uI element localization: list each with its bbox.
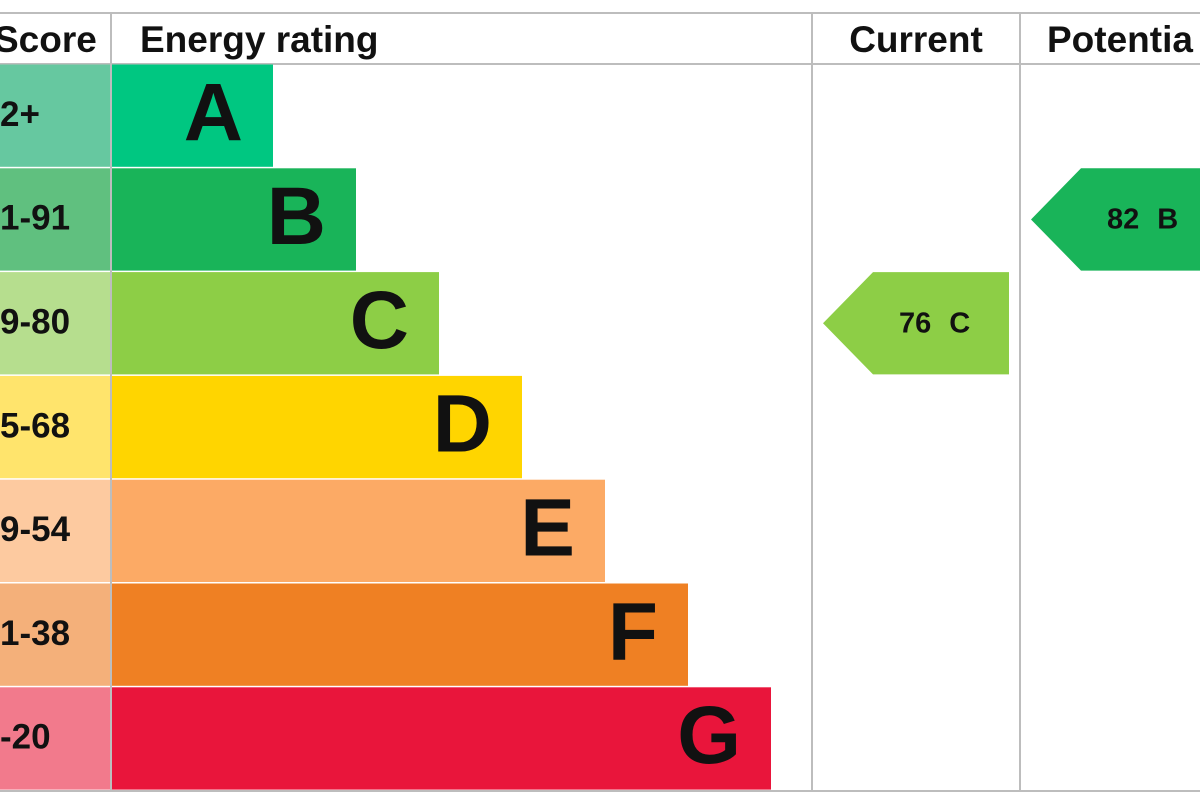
- score-cell: [0, 168, 110, 271]
- score-cell: [0, 687, 110, 790]
- score-header: Score: [0, 19, 97, 60]
- rating-bar: [112, 64, 273, 167]
- rating-letter: C: [350, 275, 409, 366]
- current-arrow: [823, 272, 1009, 375]
- potential-header: Potentia: [1047, 19, 1193, 60]
- score-range: 9-54: [0, 510, 71, 549]
- current-value: 76: [899, 307, 931, 339]
- score-range: 1-38: [0, 614, 70, 653]
- score-cell: [0, 479, 110, 582]
- current-band: C: [949, 307, 970, 339]
- score-cell: [0, 64, 110, 167]
- potential-band: B: [1157, 203, 1178, 235]
- rating-bar: [112, 375, 522, 479]
- rating-bar: [112, 272, 439, 375]
- score-range: 5-68: [0, 406, 70, 445]
- rating-letter: F: [608, 586, 658, 677]
- score-range: -20: [0, 718, 51, 757]
- rating-bar: [112, 583, 688, 686]
- current-label: 76 C: [899, 307, 970, 339]
- rating-bar: [112, 168, 356, 271]
- score-cell: [0, 272, 110, 375]
- rating-letter: E: [520, 483, 575, 574]
- score-range: 2+: [0, 95, 40, 134]
- rating-bar: [112, 479, 605, 582]
- rating-letter: D: [433, 379, 492, 470]
- score-cell: [0, 375, 110, 479]
- current-header: Current: [849, 19, 983, 60]
- rating-letter: B: [267, 171, 326, 262]
- potential-value: 82: [1107, 203, 1139, 235]
- rating-bar: [112, 687, 771, 790]
- score-range: 9-80: [0, 303, 70, 342]
- score-range: 1-91: [0, 199, 70, 238]
- rating-header: Energy rating: [140, 19, 379, 60]
- rating-letter: G: [677, 690, 741, 781]
- rating-letter: A: [184, 67, 243, 158]
- potential-label: 82 B: [1107, 203, 1178, 235]
- potential-arrow: [1031, 168, 1200, 271]
- score-cell: [0, 583, 110, 686]
